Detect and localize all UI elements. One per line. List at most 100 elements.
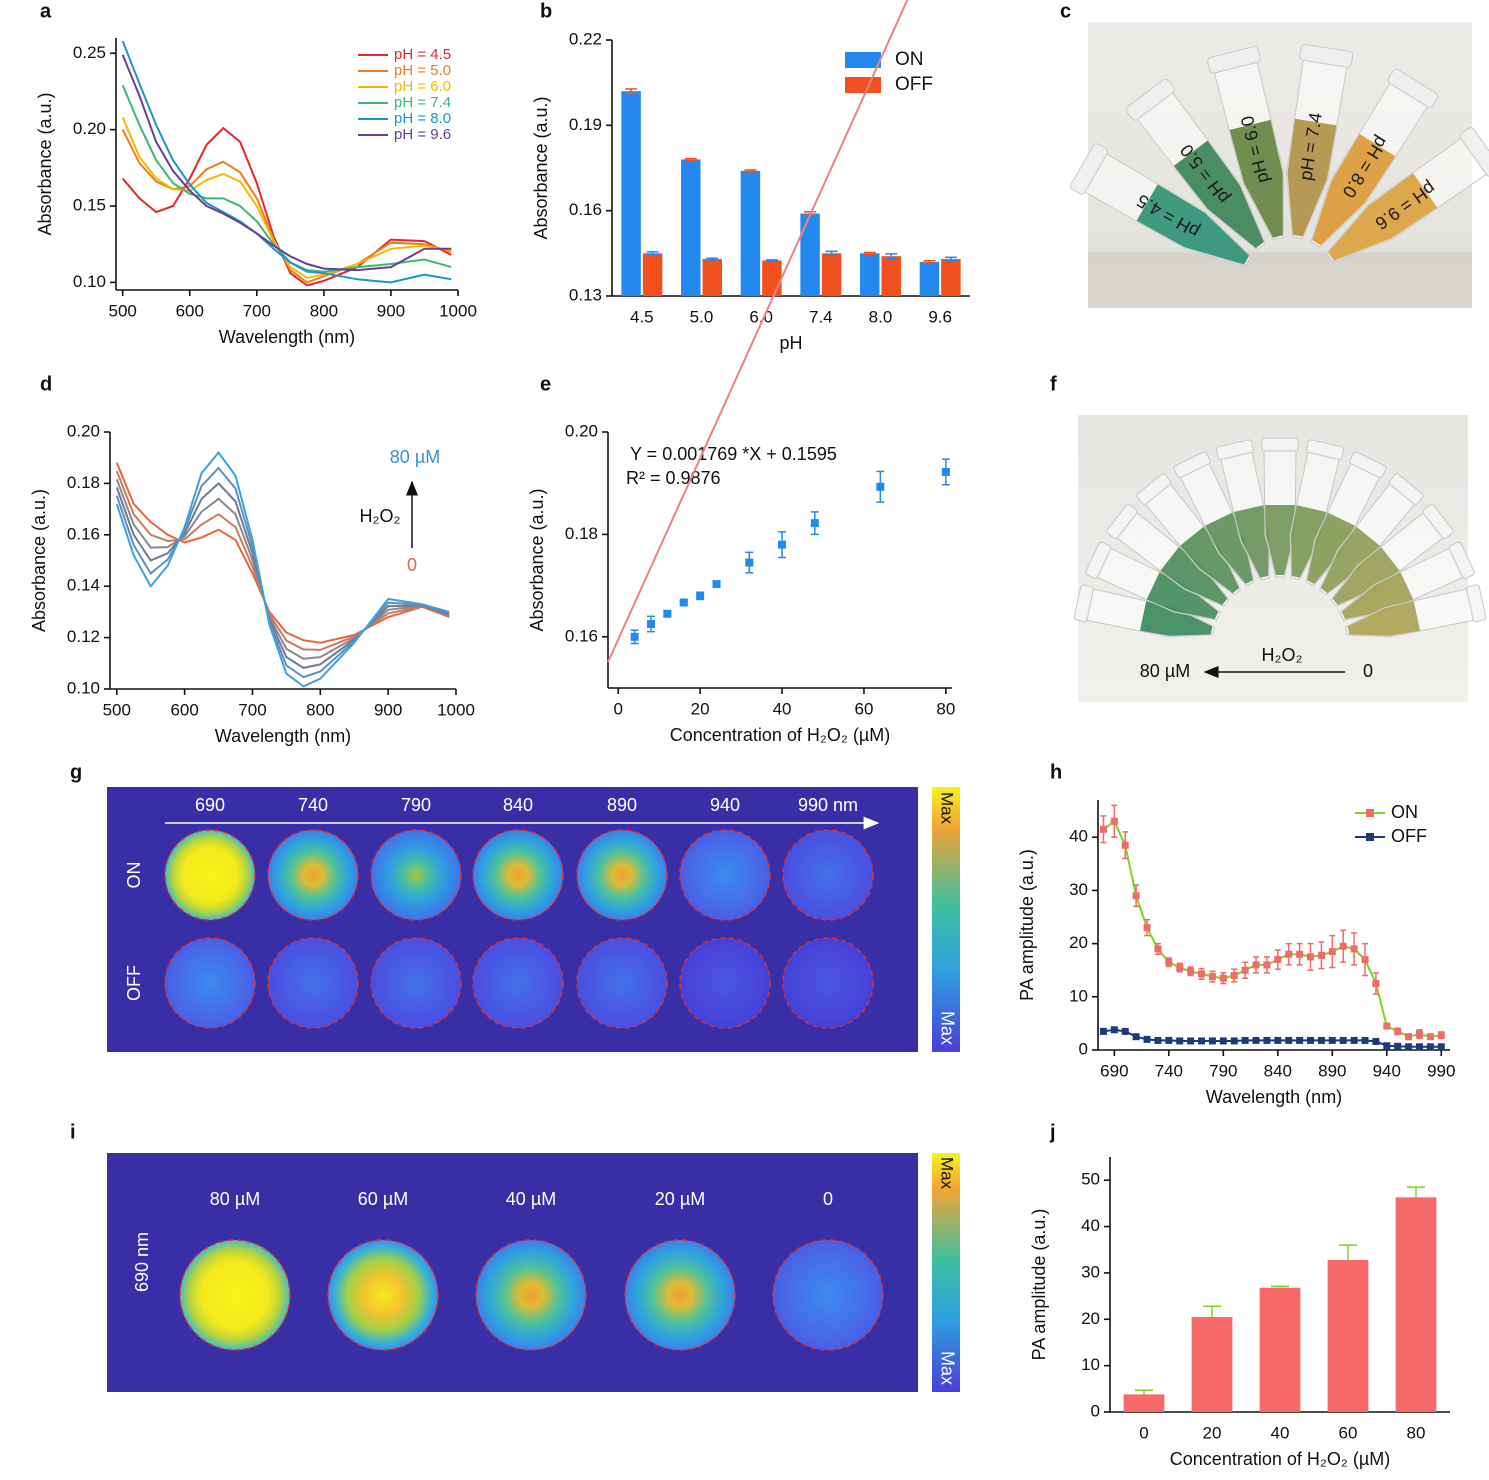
- x-tick-label: 500: [109, 301, 137, 320]
- y-axis-title: PA amplitude (a.u.): [1017, 849, 1037, 1001]
- pa-spot: [267, 937, 359, 1029]
- x-tick-label: 790: [1209, 1061, 1237, 1080]
- tube-cap: [1466, 584, 1487, 623]
- marker: [1165, 1036, 1173, 1044]
- column-label: 790: [401, 795, 431, 815]
- point: [778, 540, 787, 549]
- marker: [1198, 1037, 1206, 1045]
- x-tick-label: 1000: [437, 700, 475, 719]
- tube-liquid: [1233, 505, 1269, 578]
- legend-label: ON: [1391, 802, 1418, 822]
- y-axis-title: Absorbance (a.u.): [29, 489, 49, 632]
- y-tick-label: 0: [1079, 1039, 1088, 1058]
- marker: [1426, 1033, 1434, 1041]
- row-label: 690 nm: [132, 1232, 152, 1292]
- x-tick-label: 900: [377, 301, 405, 320]
- y-tick-label: 40: [1081, 1216, 1100, 1235]
- legend-swatch: [845, 52, 881, 68]
- tube-liquid: [1229, 119, 1283, 238]
- marker: [1285, 1036, 1293, 1044]
- marker: [1219, 974, 1227, 982]
- tube-cap: [1136, 473, 1172, 505]
- marker: [1110, 817, 1118, 825]
- tube-cap: [1215, 439, 1254, 460]
- x-axis-title: Concentration of H₂O₂ (µM): [1170, 1449, 1390, 1469]
- tube-liquid: [1139, 601, 1213, 636]
- marker: [1274, 1036, 1282, 1044]
- x-tick-label: 5.0: [690, 307, 714, 326]
- tube-cap: [1073, 584, 1094, 623]
- bar: [860, 253, 880, 296]
- marker: [1383, 1042, 1391, 1050]
- column-label: 890: [607, 795, 637, 815]
- marker: [1263, 961, 1271, 969]
- legend-label: pH = 9.6: [394, 126, 451, 143]
- column-label: 0: [823, 1189, 833, 1209]
- marker: [1296, 950, 1304, 958]
- y-tick-label: 0.22: [569, 29, 602, 48]
- marker: [1317, 951, 1325, 959]
- x-tick-label: 900: [374, 700, 402, 719]
- column-label: 690: [195, 795, 225, 815]
- tube: [1215, 439, 1271, 581]
- marker: [1361, 956, 1369, 964]
- tube: [1261, 437, 1299, 578]
- panel-label: e: [540, 373, 551, 395]
- marker: [1394, 1042, 1402, 1050]
- marker: [1110, 1026, 1118, 1034]
- column-label: 80 µM: [210, 1189, 260, 1209]
- column-label: 740: [298, 795, 328, 815]
- marker: [1285, 950, 1293, 958]
- marker: [1415, 1043, 1423, 1051]
- column-label: 840: [503, 795, 533, 815]
- pa-spot: [164, 829, 256, 921]
- y-tick-label: 30: [1081, 1262, 1100, 1281]
- y-tick-label: 50: [1081, 1170, 1100, 1189]
- tube: [1289, 439, 1345, 581]
- pa-spot: [772, 1239, 884, 1351]
- bar: [740, 170, 761, 296]
- marker: [1328, 948, 1336, 956]
- marker: [1307, 953, 1315, 961]
- pa-spot: [472, 937, 564, 1029]
- marker: [1143, 924, 1151, 932]
- tube-liquid: [1312, 133, 1396, 246]
- x-axis-title: Wavelength (nm): [1206, 1087, 1342, 1107]
- x-tick-label: 60: [1339, 1423, 1358, 1442]
- tube-liquid: [1347, 601, 1421, 636]
- point: [712, 580, 721, 589]
- y-tick-label: 0.12: [67, 627, 100, 646]
- marker: [1176, 1037, 1184, 1045]
- tube-liquid: [1180, 526, 1240, 594]
- x-tick-label: 0: [1139, 1423, 1148, 1442]
- line: [121, 117, 452, 279]
- x-tick-label: 740: [1155, 1061, 1183, 1080]
- column-label: 60 µM: [358, 1189, 408, 1209]
- tube-cap: [1387, 68, 1439, 108]
- y-tick-label: 0.19: [569, 115, 602, 134]
- pa-spot: [179, 1239, 291, 1351]
- y-tick-label: 0.10: [73, 272, 106, 291]
- legend-label: OFF: [895, 74, 933, 95]
- pa-spot: [782, 937, 874, 1029]
- x-tick-label: 690: [1100, 1061, 1128, 1080]
- pa-spot: [370, 937, 462, 1029]
- marker: [1143, 1035, 1151, 1043]
- marker: [1383, 1022, 1391, 1030]
- tube-cap: [1207, 46, 1261, 74]
- line: [121, 54, 452, 272]
- colorbar-label: Max: [938, 1157, 957, 1190]
- bar: [800, 213, 820, 296]
- bar: [1395, 1197, 1437, 1412]
- tube-liquid: [1332, 546, 1400, 606]
- tube-liquid: [1265, 505, 1295, 575]
- marker: [1361, 1036, 1369, 1044]
- legend-label: pH = 4.5: [394, 46, 451, 63]
- marker: [1241, 966, 1249, 974]
- point: [696, 591, 705, 600]
- legend-label: OFF: [1391, 826, 1427, 846]
- column-label: 40 µM: [506, 1189, 556, 1209]
- tube: [1345, 584, 1487, 638]
- x-axis-title: Wavelength (nm): [215, 726, 351, 746]
